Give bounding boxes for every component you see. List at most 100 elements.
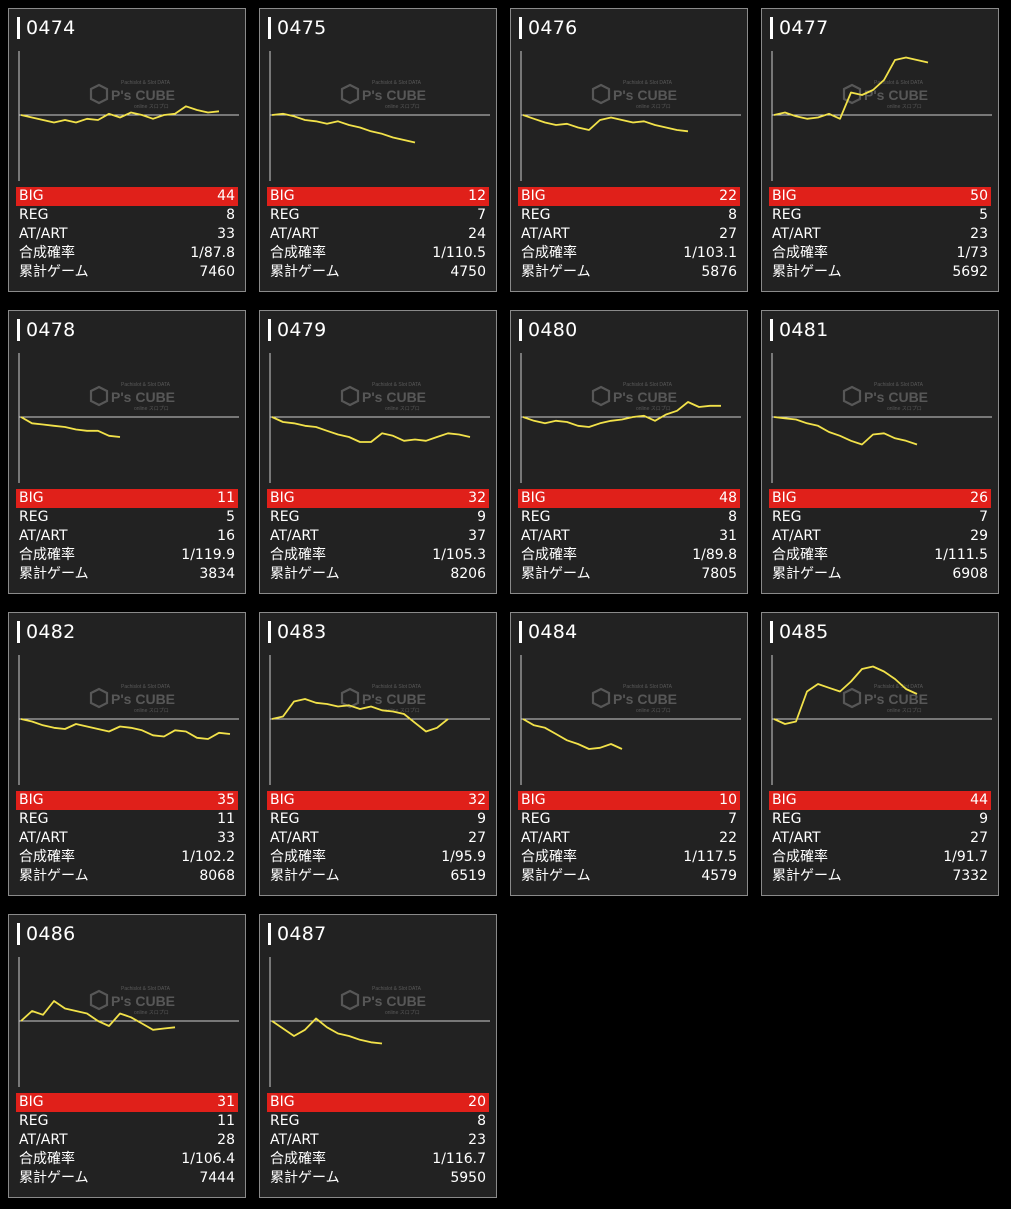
machine-number: 0481 <box>779 319 829 341</box>
atart-value: 22 <box>719 830 737 846</box>
cube-icon <box>842 687 862 709</box>
header-accent-bar <box>268 621 271 643</box>
probability-row: 合成確率 1/95.9 <box>267 848 489 867</box>
atart-row: AT/ART 31 <box>518 527 740 546</box>
stats-table: BIG 31 REG 11 AT/ART 28 合成確率 1/106.4 累計ゲ… <box>16 1093 238 1188</box>
machine-card-0480[interactable]: 0480 P's CUBE Pachislot & Slot DATA onli… <box>510 310 748 594</box>
stats-table: BIG 11 REG 5 AT/ART 16 合成確率 1/119.9 累計ゲー… <box>16 489 238 584</box>
cube-icon <box>340 83 360 105</box>
total-games-row: 累計ゲーム 4579 <box>518 867 740 886</box>
total-games-value: 7332 <box>952 868 988 884</box>
machine-card-0476[interactable]: 0476 P's CUBE Pachislot & Slot DATA onli… <box>510 8 748 292</box>
cube-icon <box>591 385 611 407</box>
header-accent-bar <box>770 621 773 643</box>
slump-line <box>522 401 721 428</box>
watermark-logo: P's CUBE Pachislot & Slot DATA online スロ… <box>89 684 175 714</box>
reg-value: 8 <box>477 1113 486 1129</box>
card-header: 0479 <box>268 319 327 341</box>
watermark-logo: P's CUBE Pachislot & Slot DATA online スロ… <box>89 80 175 110</box>
reg-row: REG 8 <box>518 206 740 225</box>
watermark-logo: P's CUBE Pachislot & Slot DATA online スロ… <box>340 684 426 714</box>
stats-table: BIG 50 REG 5 AT/ART 23 合成確率 1/73 累計ゲーム 5… <box>769 187 991 282</box>
watermark-brand: P's CUBE <box>111 691 175 707</box>
watermark-top-text: Pachislot & Slot DATA <box>623 684 673 690</box>
stats-table: BIG 10 REG 7 AT/ART 22 合成確率 1/117.5 累計ゲー… <box>518 791 740 886</box>
big-value: 32 <box>468 490 486 506</box>
reg-value: 9 <box>477 509 486 525</box>
header-accent-bar <box>519 621 522 643</box>
total-games-row: 累計ゲーム 6908 <box>769 565 991 584</box>
slump-graph: P's CUBE Pachislot & Slot DATA online スロ… <box>269 957 490 1087</box>
probability-row: 合成確率 1/102.2 <box>16 848 238 867</box>
machine-number: 0474 <box>26 17 76 39</box>
machine-number: 0476 <box>528 17 578 39</box>
slump-graph: P's CUBE Pachislot & Slot DATA online スロ… <box>18 957 239 1087</box>
slump-graph: P's CUBE Pachislot & Slot DATA online スロ… <box>18 353 239 483</box>
big-label: BIG <box>19 490 44 506</box>
total-games-label: 累計ゲーム <box>270 264 340 280</box>
watermark-brand: P's CUBE <box>864 389 928 405</box>
probability-label: 合成確率 <box>772 849 828 865</box>
slump-line <box>522 718 623 750</box>
cube-icon <box>89 83 109 105</box>
big-row: BIG 10 <box>518 791 740 810</box>
machine-card-0474[interactable]: 0474 P's CUBE Pachislot & Slot DATA onli… <box>8 8 246 292</box>
watermark-brand: P's CUBE <box>362 691 426 707</box>
slump-graph: P's CUBE Pachislot & Slot DATA online スロ… <box>18 51 239 181</box>
atart-row: AT/ART 28 <box>16 1131 238 1150</box>
header-accent-bar <box>519 319 522 341</box>
machine-number: 0477 <box>779 17 829 39</box>
header-accent-bar <box>268 319 271 341</box>
reg-value: 8 <box>728 207 737 223</box>
total-games-label: 累計ゲーム <box>772 264 842 280</box>
atart-label: AT/ART <box>772 226 821 242</box>
total-games-label: 累計ゲーム <box>772 566 842 582</box>
watermark-top-text: Pachislot & Slot DATA <box>874 382 924 388</box>
watermark-logo: P's CUBE Pachislot & Slot DATA online スロ… <box>842 382 928 412</box>
watermark-brand: P's CUBE <box>864 691 928 707</box>
machine-card-0485[interactable]: 0485 P's CUBE Pachislot & Slot DATA onli… <box>761 612 999 896</box>
stats-table: BIG 26 REG 7 AT/ART 29 合成確率 1/111.5 累計ゲー… <box>769 489 991 584</box>
big-row: BIG 48 <box>518 489 740 508</box>
probability-label: 合成確率 <box>19 547 75 563</box>
probability-label: 合成確率 <box>19 245 75 261</box>
machine-card-0477[interactable]: 0477 P's CUBE Pachislot & Slot DATA onli… <box>761 8 999 292</box>
machine-card-0486[interactable]: 0486 P's CUBE Pachislot & Slot DATA onli… <box>8 914 246 1198</box>
machine-number: 0482 <box>26 621 76 643</box>
cube-icon <box>89 385 109 407</box>
machine-card-0475[interactable]: 0475 P's CUBE Pachislot & Slot DATA onli… <box>259 8 497 292</box>
machine-card-0481[interactable]: 0481 P's CUBE Pachislot & Slot DATA onli… <box>761 310 999 594</box>
watermark-logo: P's CUBE Pachislot & Slot DATA online スロ… <box>591 684 677 714</box>
watermark-sub-text: online スロプロ <box>636 406 671 412</box>
probability-row: 合成確率 1/117.5 <box>518 848 740 867</box>
machine-card-0484[interactable]: 0484 P's CUBE Pachislot & Slot DATA onli… <box>510 612 748 896</box>
machine-card-0479[interactable]: 0479 P's CUBE Pachislot & Slot DATA onli… <box>259 310 497 594</box>
probability-value: 1/105.3 <box>432 547 486 563</box>
total-games-row: 累計ゲーム 7805 <box>518 565 740 584</box>
machine-card-0482[interactable]: 0482 P's CUBE Pachislot & Slot DATA onli… <box>8 612 246 896</box>
atart-value: 37 <box>468 528 486 544</box>
atart-value: 33 <box>217 226 235 242</box>
reg-label: REG <box>19 207 49 223</box>
total-games-row: 累計ゲーム 8068 <box>16 867 238 886</box>
machine-card-0478[interactable]: 0478 P's CUBE Pachislot & Slot DATA onli… <box>8 310 246 594</box>
total-games-label: 累計ゲーム <box>270 868 340 884</box>
total-games-label: 累計ゲーム <box>19 264 89 280</box>
reg-row: REG 11 <box>16 1112 238 1131</box>
atart-row: AT/ART 24 <box>267 225 489 244</box>
reg-label: REG <box>270 207 300 223</box>
machine-card-0487[interactable]: 0487 P's CUBE Pachislot & Slot DATA onli… <box>259 914 497 1198</box>
machine-number: 0484 <box>528 621 578 643</box>
header-accent-bar <box>17 17 20 39</box>
big-label: BIG <box>772 490 797 506</box>
machine-number: 0485 <box>779 621 829 643</box>
watermark-top-text: Pachislot & Slot DATA <box>874 80 924 86</box>
card-header: 0480 <box>519 319 578 341</box>
atart-label: AT/ART <box>19 830 68 846</box>
reg-row: REG 8 <box>518 508 740 527</box>
reg-value: 11 <box>217 811 235 827</box>
big-value: 26 <box>970 490 988 506</box>
machine-card-0483[interactable]: 0483 P's CUBE Pachislot & Slot DATA onli… <box>259 612 497 896</box>
watermark-logo: P's CUBE Pachislot & Slot DATA online スロ… <box>591 382 677 412</box>
